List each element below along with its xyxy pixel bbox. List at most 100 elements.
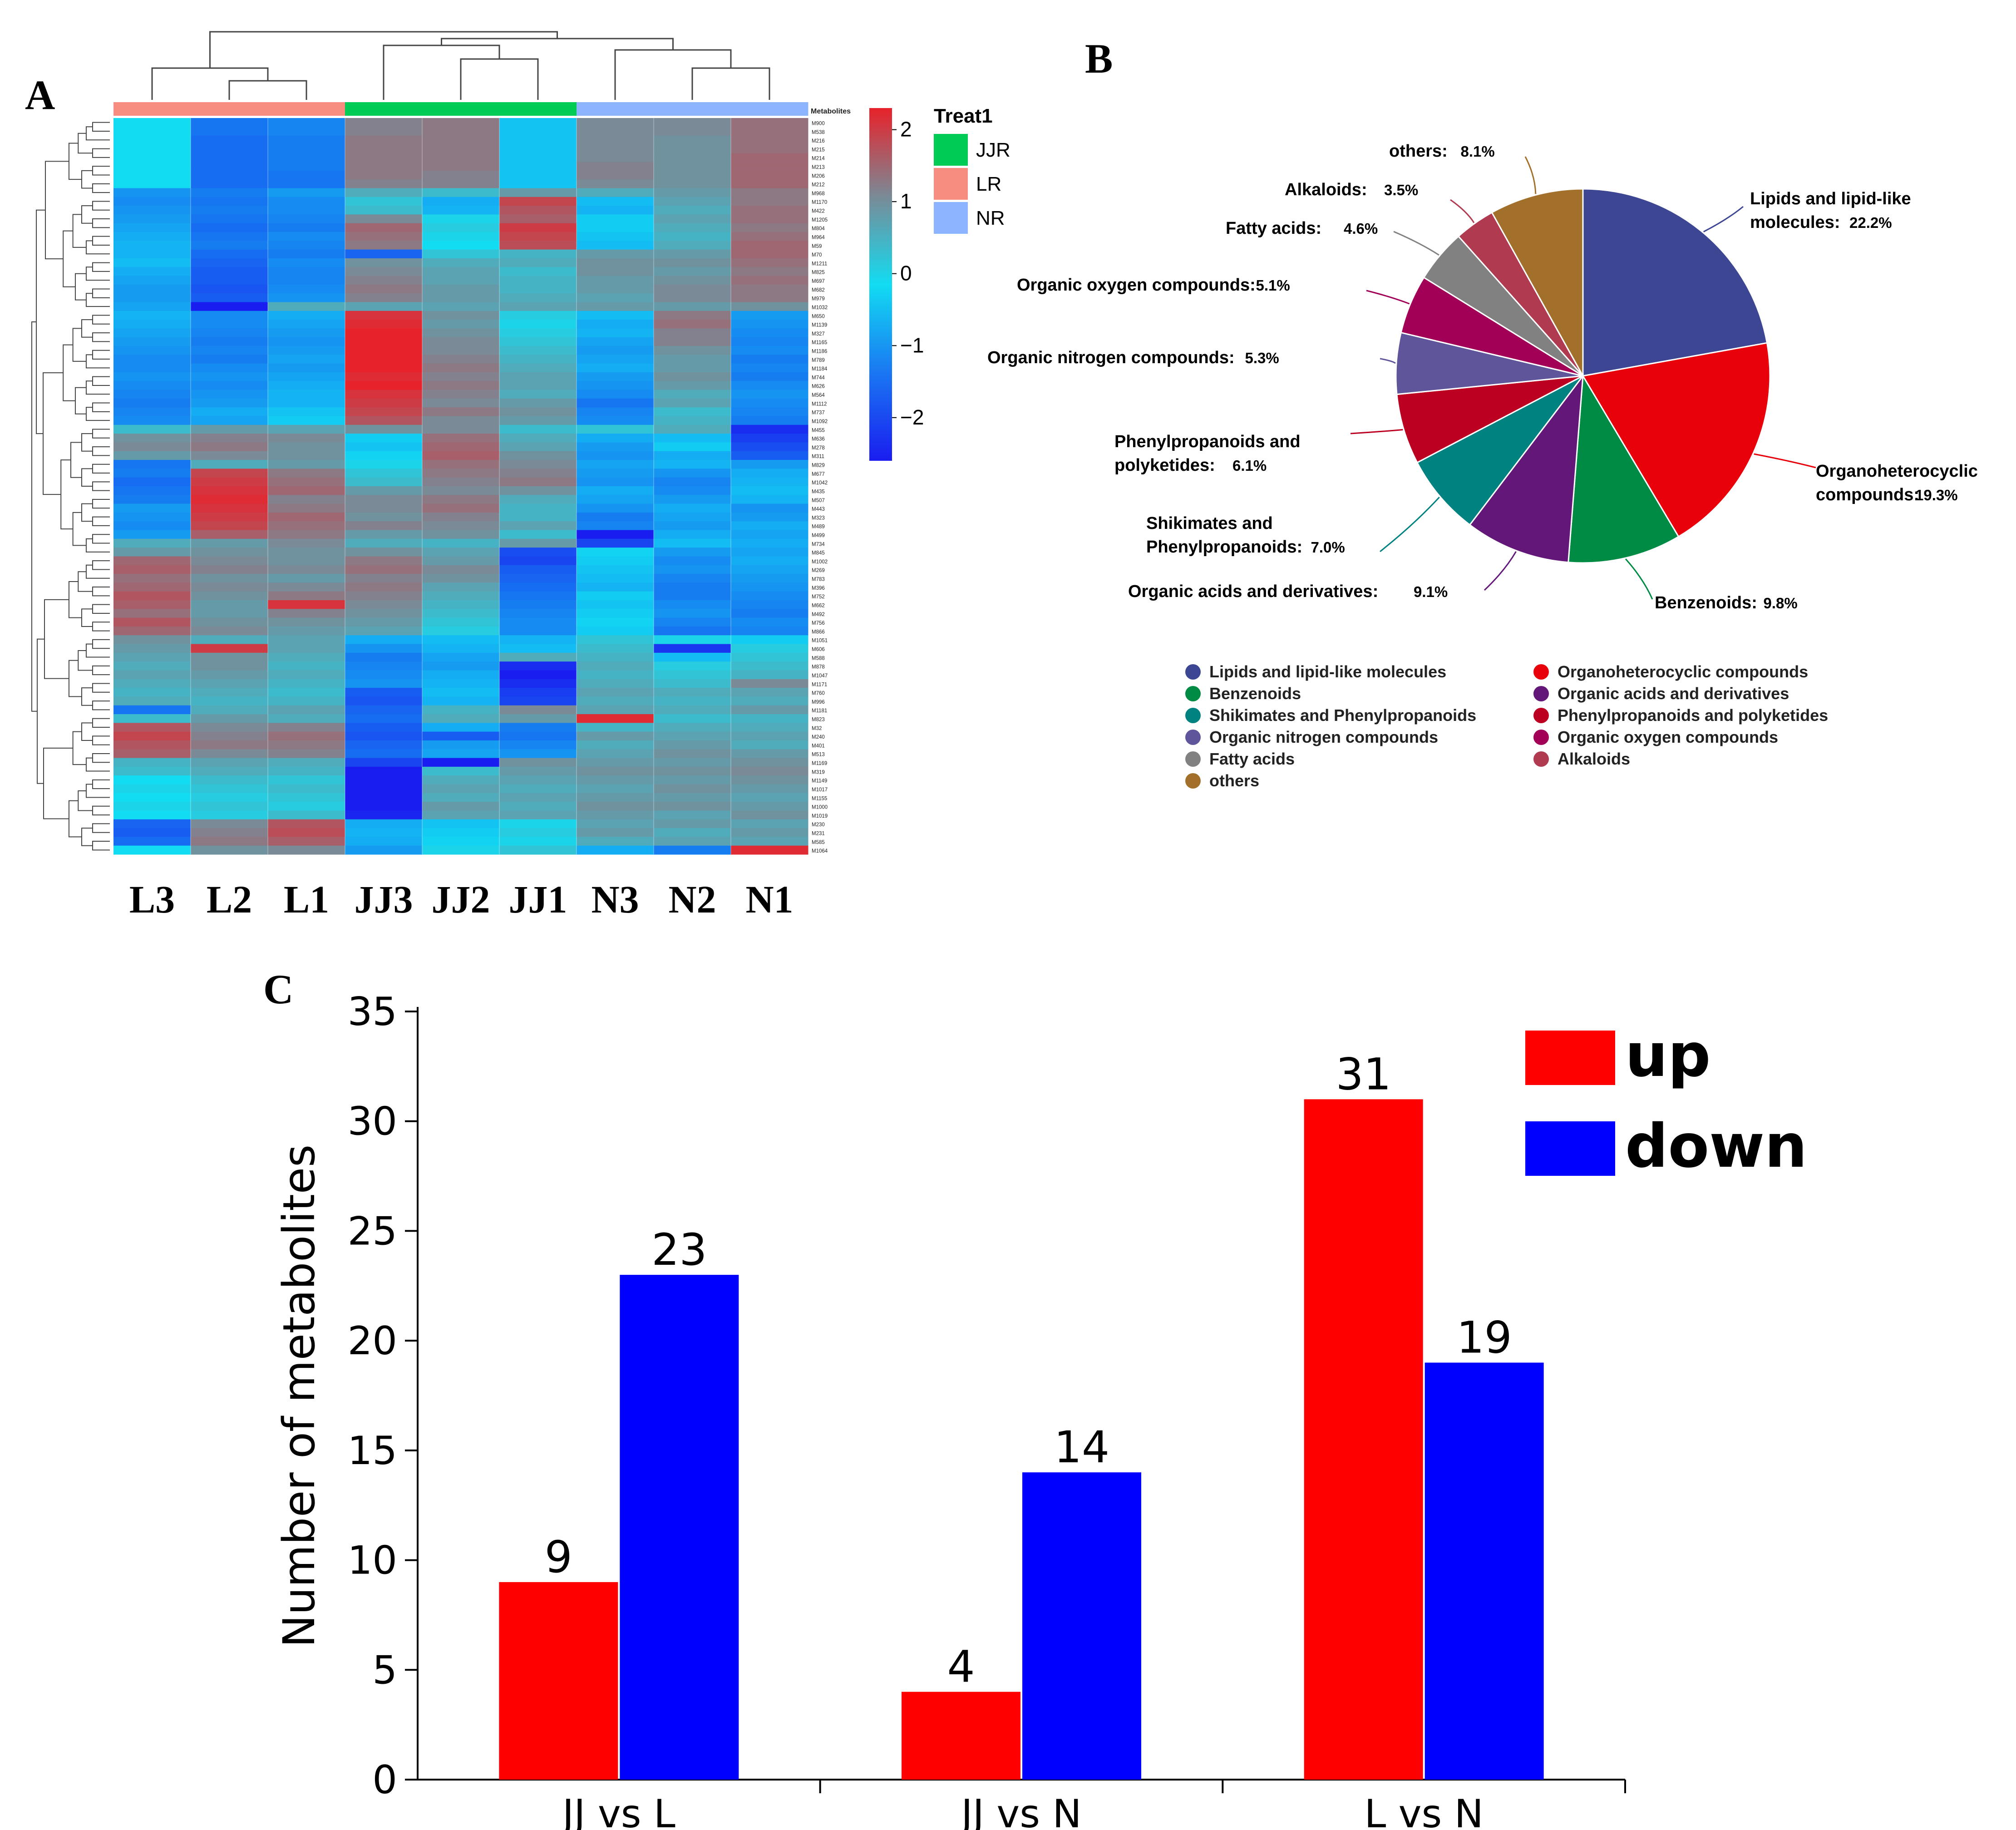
heatmap-cell [113, 556, 191, 566]
heatmap-cell [577, 118, 654, 127]
heatmap-cell [113, 337, 191, 346]
heatmap-cell [422, 258, 500, 267]
heatmap-cell [268, 424, 345, 434]
bar-chart: 0 5 10 15 20 25 30 35 Number of metabolites JJ vs… [274, 989, 1807, 1830]
heatmap-cell [654, 241, 731, 250]
heatmap-row-label: M422 [812, 209, 825, 214]
heatmap-cell [577, 460, 654, 469]
heatmap-cell [654, 328, 731, 338]
bar-legend-swatch [1525, 1031, 1615, 1085]
heatmap-cell [345, 661, 423, 671]
dendrogram-branch [92, 166, 110, 176]
heatmap-cell [577, 731, 654, 741]
heatmap-cell [113, 442, 191, 452]
heatmap-cell [577, 609, 654, 618]
heatmap-cell [422, 197, 500, 206]
dendrogram-branch [92, 805, 110, 816]
heatmap-cell [499, 828, 577, 837]
heatmap-cell [113, 416, 191, 425]
heatmap-cell [731, 503, 808, 513]
heatmap-cell [499, 206, 577, 215]
heatmap-cell [113, 197, 191, 206]
heatmap-cell [191, 609, 268, 618]
heatmap-cell [268, 530, 345, 539]
dendrogram-branch [92, 683, 110, 693]
dendrogram-branch [614, 49, 732, 100]
heatmap-cell [191, 766, 268, 776]
heatmap-cell [422, 521, 500, 531]
heatmap-cell [191, 469, 268, 478]
heatmap-row-label: M752 [812, 594, 825, 600]
heatmap-cell [113, 424, 191, 434]
heatmap-cell [345, 635, 423, 645]
x-tick-label: JJ vs N [959, 1791, 1081, 1830]
heatmap-cell [654, 416, 731, 425]
heatmap-cell [422, 766, 500, 776]
heatmap-cell [654, 802, 731, 811]
heatmap-cell [345, 346, 423, 355]
heatmap-row-label: M1139 [812, 323, 827, 328]
heatmap-cell [499, 495, 577, 504]
heatmap-row-label: M513 [812, 752, 825, 758]
heatmap-row-label: M215 [812, 147, 825, 153]
heatmap-cell [422, 731, 500, 741]
bar-legend-label: down [1625, 1111, 1807, 1181]
heatmap-cell [499, 214, 577, 224]
heatmap-cell [191, 424, 268, 434]
heatmap-cell [499, 477, 577, 487]
heatmap-cell [422, 135, 500, 145]
heatmap-sample-label: L3 [129, 878, 175, 921]
heatmap-row-label: M682 [812, 287, 825, 293]
heatmap-cell [577, 206, 654, 215]
heatmap-cell [731, 766, 808, 776]
heatmap-sample-labels: L3 L2 L1 JJ3 JJ2 JJ1 N3 N2 N1 [129, 878, 794, 921]
pie-legend-label: Organic acids and derivatives [1558, 684, 1789, 703]
heatmap-cell [113, 407, 191, 417]
heatmap-cell [191, 442, 268, 452]
heatmap-cell [191, 407, 268, 417]
heatmap-cell [654, 434, 731, 443]
heatmap-cell [191, 714, 268, 723]
heatmap-cell [113, 206, 191, 215]
heatmap-cell [731, 819, 808, 829]
heatmap-cell [654, 372, 731, 381]
heatmap-cell [499, 538, 577, 548]
dendrogram-branch [72, 328, 86, 362]
heatmap-cell [577, 600, 654, 609]
heatmap-cell [731, 372, 808, 381]
heatmap-cell [345, 617, 423, 627]
heatmap-cell [345, 477, 423, 487]
heatmap-cell [268, 775, 345, 785]
heatmap-cell [577, 819, 654, 829]
heatmap-cell [422, 469, 500, 478]
heatmap-cell [731, 460, 808, 469]
heatmap-cell [654, 538, 731, 548]
heatmap-cell [731, 670, 808, 680]
heatmap-cell [113, 810, 191, 820]
heatmap-row-label: M606 [812, 647, 825, 652]
heatmap-cell [731, 661, 808, 671]
heatmap-cell [113, 819, 191, 829]
heatmap-cell [654, 144, 731, 153]
heatmap-cell [499, 320, 577, 329]
heatmap-cell [731, 705, 808, 715]
heatmap-cell [113, 460, 191, 469]
heatmap-cell [191, 793, 268, 802]
heatmap-cell [731, 556, 808, 566]
pie-leader-line [1393, 231, 1439, 256]
dendrogram-branch [92, 262, 110, 272]
pie-leader-line [1366, 290, 1410, 305]
heatmap-cell [422, 153, 500, 163]
heatmap-cell [422, 486, 500, 495]
heatmap-cell [422, 381, 500, 390]
heatmap-cell [654, 302, 731, 311]
heatmap-cell [113, 398, 191, 408]
heatmap-cell [268, 469, 345, 478]
heatmap-cell [113, 144, 191, 153]
heatmap-sample-label: L1 [284, 878, 329, 921]
heatmap-cell [422, 302, 500, 311]
panel-a-letter: A [25, 72, 55, 118]
heatmap-cell [577, 512, 654, 522]
heatmap-cell [268, 723, 345, 732]
heatmap-cell [654, 574, 731, 583]
